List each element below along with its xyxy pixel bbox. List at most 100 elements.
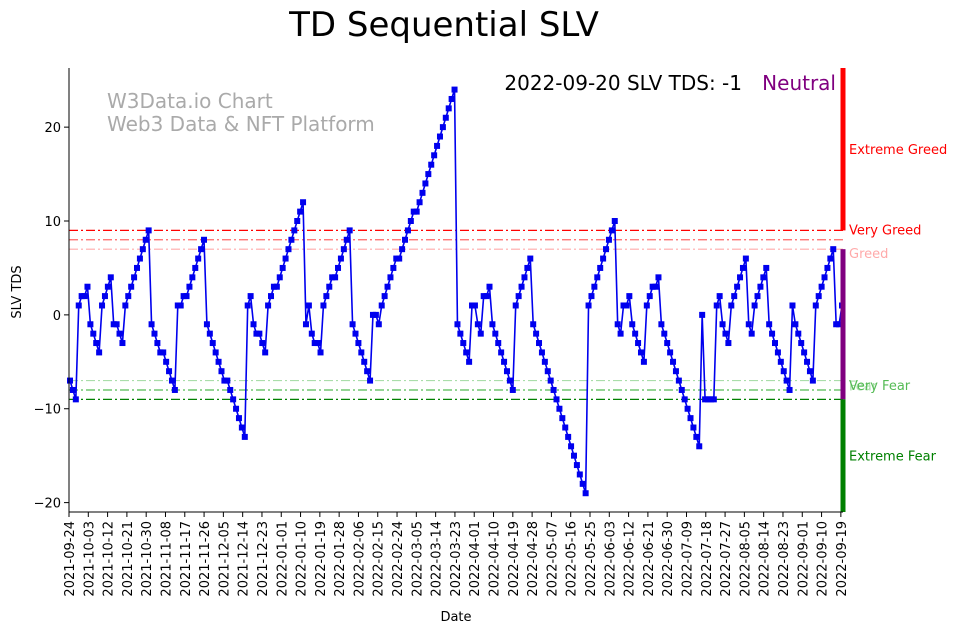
data-point	[302, 321, 309, 328]
data-point	[477, 330, 484, 337]
data-point	[804, 358, 811, 365]
data-point	[570, 452, 577, 459]
data-point	[201, 236, 208, 243]
data-point	[378, 302, 385, 309]
data-point	[358, 349, 365, 356]
x-tick-label: 2022-03-14	[430, 521, 445, 597]
chart-title: TD Sequential SLV	[288, 5, 599, 45]
data-point	[769, 330, 776, 337]
sentiment-zone-label: Extreme Fear	[849, 450, 937, 465]
data-point	[163, 358, 170, 365]
data-point	[381, 293, 388, 300]
data-point	[294, 218, 301, 225]
data-point	[151, 330, 158, 337]
data-point	[626, 293, 633, 300]
data-point	[533, 330, 540, 337]
data-point	[241, 433, 248, 440]
data-point	[131, 274, 138, 281]
data-point	[827, 255, 834, 262]
data-point	[515, 293, 522, 300]
data-point	[512, 302, 519, 309]
data-point	[658, 321, 665, 328]
x-tick-label: 2021-11-08	[159, 521, 174, 597]
data-point	[538, 349, 545, 356]
data-point	[585, 302, 592, 309]
data-point	[809, 377, 816, 384]
data-point	[786, 386, 793, 393]
data-point	[483, 293, 490, 300]
series-line	[69, 89, 843, 494]
data-point	[396, 255, 403, 262]
data-point	[547, 377, 554, 384]
data-point	[224, 377, 231, 384]
data-point	[722, 330, 729, 337]
data-point	[320, 302, 327, 309]
sentiment-bar-segment	[840, 399, 846, 512]
data-point	[754, 293, 761, 300]
data-point	[291, 227, 298, 234]
data-point	[667, 349, 674, 356]
data-point	[285, 246, 292, 253]
data-point	[87, 321, 94, 328]
x-tick-label: 2022-06-30	[661, 521, 676, 597]
data-point	[419, 189, 426, 196]
data-point	[177, 302, 184, 309]
data-point	[474, 321, 481, 328]
data-point	[524, 264, 531, 271]
data-point	[486, 283, 493, 290]
data-point	[189, 274, 196, 281]
x-tick-label: 2022-07-27	[719, 521, 734, 597]
x-tick-label: 2021-12-14	[237, 521, 252, 597]
data-point	[815, 293, 822, 300]
data-point	[568, 443, 575, 450]
x-tick-label: 2022-05-25	[584, 521, 599, 597]
data-point	[763, 264, 770, 271]
x-tick-label: 2022-06-03	[603, 521, 618, 597]
data-point	[122, 302, 129, 309]
data-point	[824, 264, 831, 271]
data-point	[751, 302, 758, 309]
data-point	[305, 302, 312, 309]
x-tick-label: 2021-09-24	[63, 521, 78, 597]
x-tick-label: 2022-01-28	[333, 521, 348, 597]
data-point	[99, 302, 106, 309]
watermark-line2: Web3 Data & NFT Platform	[107, 112, 375, 136]
x-tick-label: 2022-09-10	[816, 521, 831, 597]
data-point	[308, 330, 315, 337]
data-point	[664, 340, 671, 347]
data-point	[713, 302, 720, 309]
data-point	[748, 330, 755, 337]
x-tick-label: 2022-02-06	[352, 521, 367, 597]
data-point	[632, 330, 639, 337]
data-point	[690, 424, 697, 431]
threshold-label: Greed	[849, 247, 888, 262]
data-point	[422, 180, 429, 187]
axes: −20 −10 0 10 20 2021-09-24 2021-10-03 2021-10-1…	[34, 68, 850, 597]
data-point	[603, 246, 610, 253]
data-point	[521, 274, 528, 281]
data-point	[183, 293, 190, 300]
data-point	[238, 424, 245, 431]
x-tick-label: 2022-06-21	[642, 521, 657, 597]
y-tick-label: 20	[44, 121, 61, 136]
x-tick-label: 2022-02-24	[391, 521, 406, 597]
data-point	[387, 274, 394, 281]
x-tick-label: 2022-03-23	[449, 521, 464, 597]
data-point	[544, 368, 551, 375]
x-tick-label: 2022-03-05	[410, 521, 425, 597]
x-tick-label: 2022-01-01	[275, 521, 290, 597]
x-tick-label: 2022-04-01	[468, 521, 483, 597]
data-point	[614, 321, 621, 328]
data-point	[742, 255, 749, 262]
x-tick-label: 2022-04-10	[488, 521, 503, 597]
x-tick-label: 2021-11-17	[179, 521, 194, 597]
data-point	[591, 283, 598, 290]
data-point	[160, 349, 167, 356]
data-point	[492, 330, 499, 337]
data-point	[536, 340, 543, 347]
x-tick-label: 2022-08-05	[738, 521, 753, 597]
data-point	[637, 349, 644, 356]
data-point	[81, 293, 88, 300]
x-axis-label: Date	[440, 610, 471, 625]
data-point	[218, 368, 225, 375]
